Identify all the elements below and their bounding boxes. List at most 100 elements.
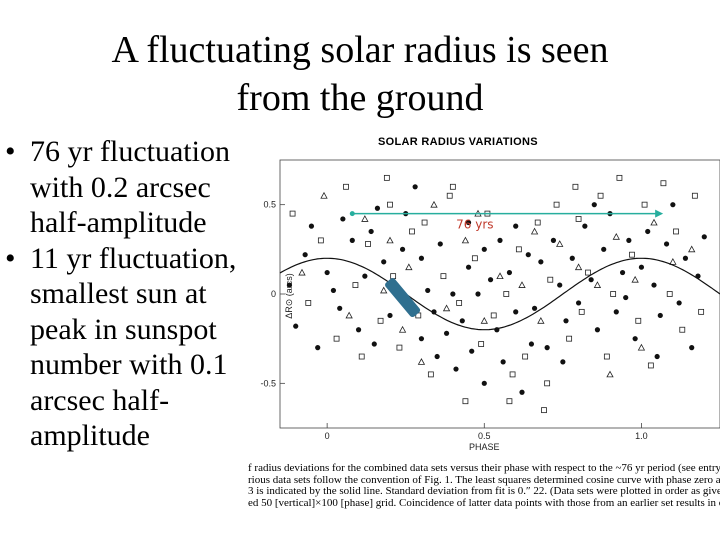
fit-cosine-curve [279,257,720,331]
highlight-marker [385,278,421,318]
data-point-open-square [647,362,654,369]
data-point-open-square [691,192,698,199]
period-arrow-head-icon [655,209,664,218]
bullet-line: amplitude [30,419,150,452]
data-point-filled-circle [330,287,337,294]
data-point-filled-circle [513,309,519,315]
data-point-filled-circle [560,359,566,365]
data-point-filled-circle [528,341,535,347]
y-tick-label: -0.5 [260,378,276,388]
solar-radius-figure: SOLAR RADIUS VARIATIONS 0.5 0 -0.5 ΔR⊙ (arc… [240,128,720,540]
scatter-plot: 0.5 0 -0.5 ΔR⊙ (arcs) 0 0.5 1.0 PHASE 76 yrs [260,159,720,452]
data-point-filled-circle [500,359,506,365]
data-point-filled-circle [525,252,531,258]
bullet-line: with 0.2 arcsec [30,170,211,204]
data-point-filled-circle [412,184,418,190]
y-tick-label: 0.5 [263,200,276,210]
data-point-open-triangle [556,240,564,247]
data-point-filled-circle [657,312,663,319]
data-point-filled-circle [374,205,381,211]
data-point-open-triangle [386,236,394,244]
data-point-open-triangle [669,258,677,265]
data-point-open-square [396,344,403,351]
data-point-filled-circle [594,327,601,333]
data-point-filled-circle [638,264,645,270]
data-point-filled-circle [349,237,355,243]
data-point-open-triangle [688,245,696,253]
data-point-filled-circle [418,336,425,342]
data-point-filled-circle [632,336,638,342]
data-point-open-square [585,269,591,276]
slide-title: A fluctuating solar radius is seen from … [60,26,660,122]
data-point-filled-circle [337,305,343,311]
data-point-open-triangle [496,272,504,280]
data-point-filled-circle [497,237,503,243]
caption-line: 3 is indicated by the solid line. Standa… [248,485,720,497]
data-point-filled-circle [431,309,437,315]
data-point-filled-circle [308,223,315,229]
data-point-open-square [666,291,673,297]
data-point-open-square [673,228,679,235]
data-point-open-triangle [345,311,353,319]
data-point-filled-circle [315,345,321,351]
data-point-open-triangle [405,263,413,271]
data-point-filled-circle [563,318,569,324]
data-point-filled-circle [437,241,443,247]
bullet-line: arcsec half- [30,383,170,417]
data-point-filled-circle [651,282,657,288]
data-point-open-triangle [530,227,539,235]
data-point-filled-circle [682,255,689,261]
data-point-filled-circle [689,345,695,351]
data-point-filled-circle [302,252,308,258]
data-point-filled-circle [569,255,575,261]
slide-title-line-2: from the ground [236,77,484,119]
data-point-filled-circle [626,237,632,243]
data-point-open-square [421,219,428,226]
data-point-filled-circle [418,255,425,261]
figure-title: SOLAR RADIUS VARIATIONS [378,136,538,148]
data-point-open-triangle [612,232,620,240]
data-point-filled-circle [701,234,707,240]
data-point-open-square [522,353,529,360]
caption-line: f radius deviations for the combined dat… [248,463,720,474]
data-point-open-square [635,317,642,324]
data-point-filled-circle [670,202,676,208]
figure-caption: f radius deviations for the combined dat… [248,463,720,509]
caption-line: rious data sets follow the convention of… [248,473,720,486]
data-point-open-triangle [320,191,328,199]
data-point-open-triangle [417,358,426,365]
data-point-filled-circle [613,309,619,315]
data-point-filled-circle [519,389,525,395]
data-point-open-square [471,255,478,262]
data-point-filled-circle [368,228,374,235]
data-point-open-triangle [537,316,545,324]
period-annotation-label: 76 yrs [456,218,493,232]
data-point-filled-circle [355,327,362,333]
data-point-filled-circle [469,348,475,354]
data-point-filled-circle [601,246,607,252]
data-point-filled-circle [465,264,472,270]
data-point-open-square [515,246,522,253]
bullet-dot-icon: • [5,241,16,275]
bullet-line: peak in sunspot [30,312,217,346]
data-point-filled-circle [459,318,465,324]
data-point-filled-circle [531,305,538,311]
bullet-line: 76 yr fluctuation [30,135,230,168]
data-point-filled-circle [557,282,563,288]
data-point-open-square [377,317,384,324]
data-point-filled-circle [582,223,588,229]
data-point-open-square [343,183,349,190]
data-point-filled-circle [506,269,513,276]
data-point-open-triangle [398,325,407,333]
data-point-filled-circle [550,237,557,243]
data-point-filled-circle [443,330,450,336]
data-point-open-square [506,398,513,405]
bullet-item-11yr: • 11 yr fluctuation, smallest sun at pea… [0,241,262,454]
period-arrow-start-icon [349,211,355,217]
data-point-filled-circle [645,228,651,235]
data-point-open-square [578,308,585,315]
data-point-open-square [541,407,547,414]
x-tick-label: 0.5 [478,431,491,441]
data-point-open-triangle [631,275,639,283]
bullet-line: number with 0.1 [30,348,228,381]
